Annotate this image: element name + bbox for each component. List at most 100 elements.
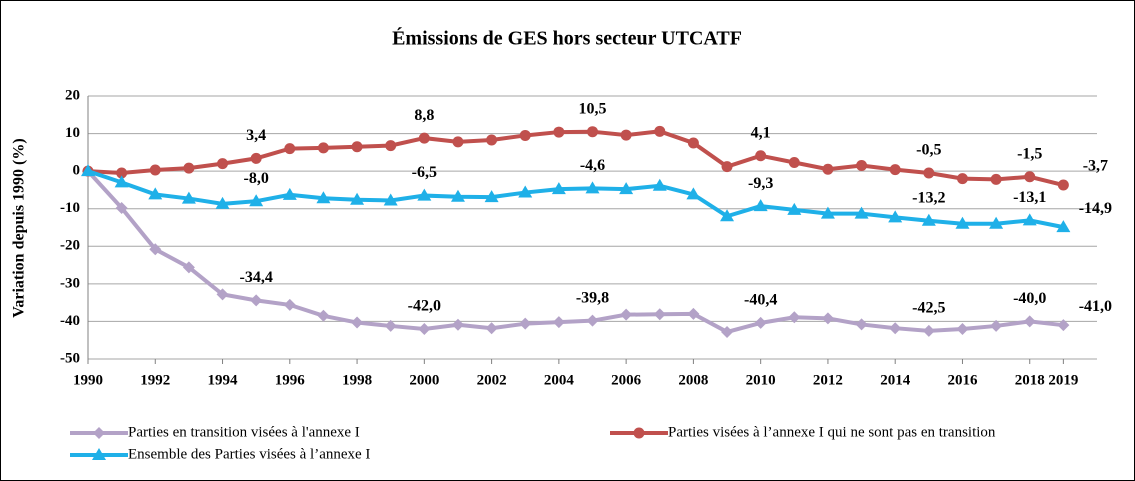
data-point [721,161,733,173]
data-point [686,187,701,200]
y-tick-label: 0 [73,163,81,179]
data-point [519,317,532,330]
y-tick-label: 10 [65,125,80,141]
data-point [317,309,330,322]
data-point [485,322,498,335]
data-point [551,182,566,195]
data-point [720,209,735,222]
data-point [586,314,599,327]
data-point [284,143,296,155]
data-label: -9,3 [748,175,773,192]
data-point [518,185,533,198]
data-label: -42,5 [912,299,945,316]
data-point [788,157,800,169]
data-point [1023,315,1036,328]
x-tick-label: 2019 [1048,372,1078,388]
series-line [87,169,1064,230]
x-tick-label: 2012 [813,372,843,388]
data-point [383,193,398,206]
x-tick-label: 2004 [544,372,575,388]
data-point [653,308,666,321]
data-point [921,213,936,226]
data-point [687,307,700,320]
data-point [922,324,935,337]
data-point [384,319,397,332]
data-point [619,182,634,195]
data-label: -8,0 [244,170,269,187]
data-label: -0,5 [916,142,941,159]
data-point [249,194,264,207]
x-tick-label: 1996 [275,372,306,388]
data-point [183,162,195,174]
data-point [519,129,531,141]
data-point [418,132,430,144]
data-point [787,202,802,215]
data-point [351,141,363,153]
x-tick-label: 2008 [678,372,708,388]
y-tick-label: -20 [60,238,80,254]
data-point [250,294,263,307]
x-tick-label: 2016 [947,372,978,388]
data-point [451,318,464,331]
x-tick-label: 2000 [409,372,439,388]
data-point [889,322,902,335]
y-tick-label: -10 [60,200,80,216]
data-point [553,126,565,138]
data-point [587,126,598,138]
x-tick-label: 1992 [140,372,170,388]
data-point [822,163,834,175]
data-point [282,187,297,200]
data-point [115,201,128,214]
data-point [81,164,95,177]
x-tick-label: 2014 [880,372,911,388]
data-point [821,312,834,325]
data-point [990,319,1003,332]
data-point [317,142,329,154]
data-point [215,196,230,209]
data-label: 10,5 [579,100,607,117]
data-point [1057,319,1070,332]
data-point [486,134,498,146]
data-label: -42,0 [408,298,441,315]
x-tick-label: 2006 [611,372,642,388]
data-point [854,206,869,219]
series-line [87,129,1064,187]
data-point [620,129,632,141]
data-label: -13,1 [1013,189,1046,206]
legend-marker [633,427,645,439]
y-tick-label: -30 [60,275,80,291]
data-point [788,311,801,324]
data-point [114,175,129,188]
data-point [552,316,565,329]
data-point [654,125,666,137]
data-point [955,216,970,229]
data-point [620,308,633,321]
data-point [385,140,397,152]
data-point [148,187,163,200]
y-tick-label: -50 [60,350,80,366]
data-label: 4,1 [751,124,771,141]
data-point [450,189,465,202]
data-point [754,316,767,329]
data-point [956,322,969,335]
legend-label: Parties en transition visées à l'annexe … [128,424,360,440]
legend-label: Parties visées à l’annexe I qui ne sont … [668,424,996,440]
data-label: -34,4 [240,269,273,286]
data-point [1057,179,1069,191]
data-point [418,322,431,335]
data-point [1056,220,1071,233]
y-tick-label: -40 [60,313,80,329]
data-point [888,210,903,223]
data-point [316,191,331,204]
data-point [216,288,229,301]
data-label: -4,6 [580,157,605,174]
data-label: -3,7 [1083,158,1108,175]
data-label: -13,2 [912,189,945,206]
data-point [856,160,868,172]
chart-title: Émissions de GES hors secteur UTCATF [392,27,742,50]
data-point [417,188,432,201]
data-point [1024,171,1036,183]
x-tick-label: 2018 [1015,372,1045,388]
